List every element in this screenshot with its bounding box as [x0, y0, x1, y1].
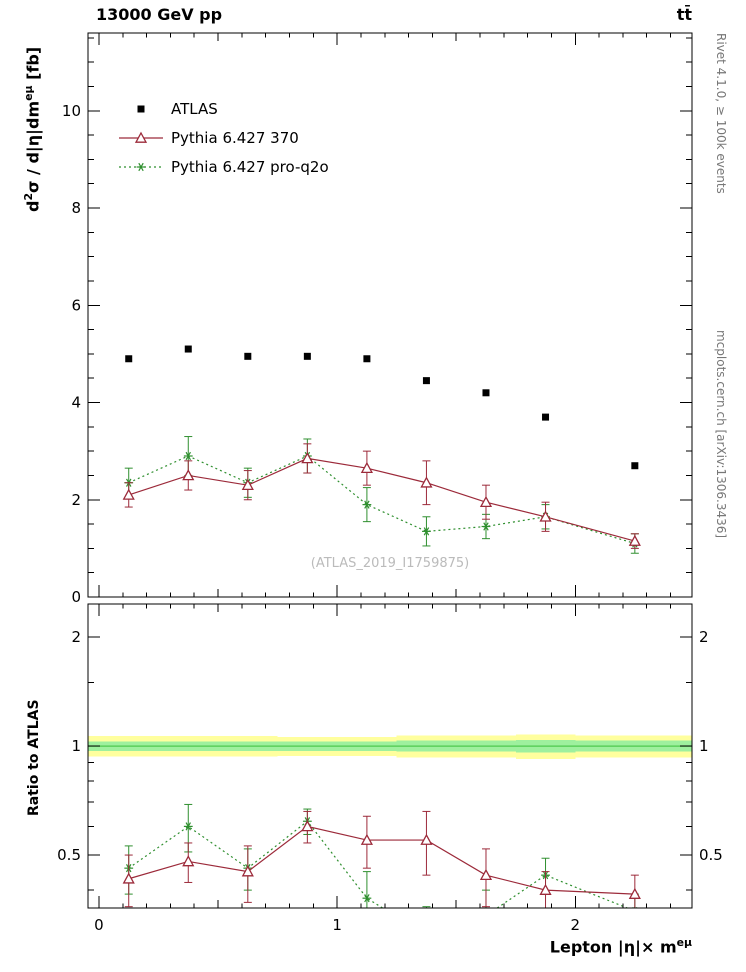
y-tick-label: 0	[71, 588, 81, 606]
data-point-marker	[184, 345, 192, 353]
series-atlas-data	[125, 345, 639, 470]
mc-point-marker	[301, 452, 314, 464]
mc-point-marker	[364, 500, 370, 509]
ratio-tick-label-left: 2	[71, 628, 81, 646]
legend-label: ATLAS	[171, 99, 218, 118]
data-point-marker	[631, 462, 639, 470]
mc-point-marker	[628, 887, 641, 899]
data-point-marker	[422, 377, 430, 385]
legend-marker-sample	[137, 105, 145, 112]
y-axis-title-pre: d	[23, 200, 43, 212]
mc-point-marker	[122, 872, 135, 884]
ratio-frame	[87, 603, 693, 909]
ratio-tick-label-right: 0.5	[699, 846, 723, 864]
mc-point-marker	[420, 476, 433, 488]
rivet-version-note: Rivet 4.1.0, ≥ 100k events	[714, 33, 728, 194]
series-pythia-370	[122, 443, 641, 549]
mc-point-marker	[241, 865, 254, 877]
mc-point-marker	[420, 833, 433, 845]
mc-point-marker	[484, 912, 488, 920]
x-tick-label: 0	[94, 916, 104, 934]
axis-ticks: 0 2 4 6 8 10 0.5 0.5 1 1 2 2 0 1 2	[57, 33, 723, 934]
mc-point-marker	[539, 883, 552, 895]
series-ratio-pythia-370	[122, 810, 641, 908]
legend-marker-sample	[119, 162, 163, 171]
ratio-tick-label-left: 0.5	[57, 846, 81, 864]
data-point-marker	[125, 355, 133, 363]
y-axis-title-sup2: eμ	[22, 85, 35, 101]
x-tick-label: 2	[571, 916, 581, 934]
y-axis-title: d2σ / d|η|dmeμ [fb]	[22, 47, 42, 212]
data-point-marker	[363, 355, 371, 363]
y-tick-label: 4	[71, 394, 81, 412]
mc-point-marker	[360, 461, 373, 474]
data-point-marker	[542, 413, 550, 421]
mc-point-marker	[479, 495, 493, 508]
mc-point-marker	[241, 478, 254, 491]
top-left-title: 13000 GeV pp	[96, 5, 223, 24]
series-line	[128, 455, 636, 545]
y-tick-label: 10	[62, 102, 81, 120]
mc-point-marker	[185, 822, 191, 831]
legend: ATLAS Pythia 6.427 370 Pythia 6.427 pro-q2…	[118, 94, 329, 181]
data-point-marker	[482, 389, 490, 397]
y-axis-title-sup1: 2	[22, 192, 35, 201]
ratio-y-axis-title: Ratio to ATLAS	[26, 699, 42, 816]
legend-item-0: ATLAS	[118, 94, 329, 123]
mc-point-marker	[628, 534, 641, 546]
ratio-tick-label-left: 1	[71, 737, 81, 755]
mc-point-marker	[484, 912, 488, 920]
ratio-uncertainty-bands	[88, 734, 692, 760]
mc-point-marker	[539, 510, 552, 522]
y-tick-label: 6	[71, 296, 81, 314]
top-right-title: tt̄	[676, 5, 692, 24]
legend-marker-sample	[119, 131, 163, 143]
mc-point-marker	[424, 932, 428, 940]
y-tick-label: 8	[71, 199, 81, 217]
x-tick-label: 1	[332, 916, 342, 934]
series-line	[128, 825, 635, 895]
mc-point-marker	[138, 162, 144, 171]
data-point-marker	[303, 352, 311, 360]
data-point-marker	[244, 352, 252, 360]
y-axis-title-mid: σ / d|η|dm	[23, 100, 43, 193]
x-axis-title-pre: Lepton |η|× m	[549, 937, 677, 957]
ratio-tick-label-right: 2	[699, 628, 709, 646]
mc-point-marker	[424, 932, 428, 940]
mc-point-marker	[134, 131, 148, 143]
series-line	[128, 457, 635, 542]
legend-label: Pythia 6.427 370	[171, 128, 299, 147]
data-point-marker	[137, 105, 145, 112]
series-pythia-pro-q2o	[124, 436, 640, 554]
analysis-watermark: (ATLAS_2019_I1759875)	[310, 556, 470, 571]
mc-point-marker	[182, 855, 195, 867]
mc-point-marker	[360, 833, 373, 845]
legend-item-2: Pythia 6.427 pro-q2o	[118, 152, 329, 181]
x-axis-title-sup: eμ	[676, 936, 692, 949]
mc-point-marker	[182, 469, 195, 481]
x-axis-title: Lepton |η|× meμ	[550, 936, 692, 956]
y-axis-title-post: [fb]	[23, 46, 43, 86]
y-tick-label: 2	[71, 491, 81, 509]
mc-point-marker	[479, 868, 493, 880]
mc-point-marker	[364, 894, 370, 903]
mc-point-marker	[301, 820, 314, 832]
mc-point-marker	[483, 522, 489, 531]
mc-point-marker	[122, 488, 135, 500]
mc-point-marker	[185, 451, 191, 461]
series-line	[128, 820, 629, 908]
main-frame	[87, 32, 693, 598]
ratio-tick-label-right: 1	[699, 737, 709, 755]
mcplots-credit-note: mcplots.cern.ch [arXiv:1306.3436]	[714, 330, 728, 539]
legend-label: Pythia 6.427 pro-q2o	[171, 157, 329, 176]
mc-point-marker	[423, 527, 430, 536]
legend-item-1: Pythia 6.427 370	[118, 123, 329, 152]
